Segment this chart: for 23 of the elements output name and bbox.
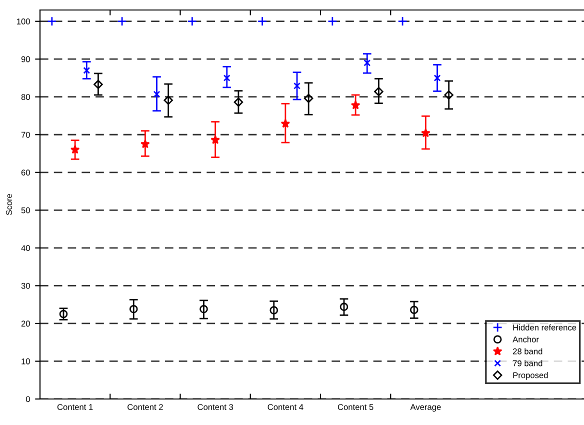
- y-tick-label: 40: [21, 245, 30, 252]
- y-tick-label: 70: [21, 132, 30, 138]
- y-tick-label: 30: [21, 282, 30, 289]
- y-tick-label: 60: [21, 170, 30, 176]
- x-tick-label: Content 2: [128, 404, 163, 410]
- legend-label: Hidden reference: [513, 324, 576, 330]
- y-axis-title: Score: [6, 194, 12, 216]
- x-tick-label: Content 4: [268, 404, 304, 410]
- x-tick-label: Content 1: [57, 404, 93, 410]
- legend-label: Anchor: [512, 336, 539, 342]
- x-tick-label: Content 3: [198, 404, 234, 410]
- legend-label: 79 band: [513, 360, 542, 366]
- legend-label: Proposed: [513, 372, 548, 380]
- y-tick-label: 100: [17, 18, 30, 24]
- y-tick-label: 90: [21, 56, 30, 62]
- y-tick-label: 0: [26, 396, 30, 402]
- y-tick-label: 10: [22, 358, 30, 364]
- x-tick-label: Content 5: [338, 404, 374, 410]
- x-tick-label: Average: [410, 404, 441, 412]
- legend-label: 28 band: [512, 348, 542, 354]
- y-tick-label: 80: [21, 94, 30, 100]
- y-tick-label: 20: [21, 320, 30, 327]
- y-tick-label: 50: [21, 207, 30, 214]
